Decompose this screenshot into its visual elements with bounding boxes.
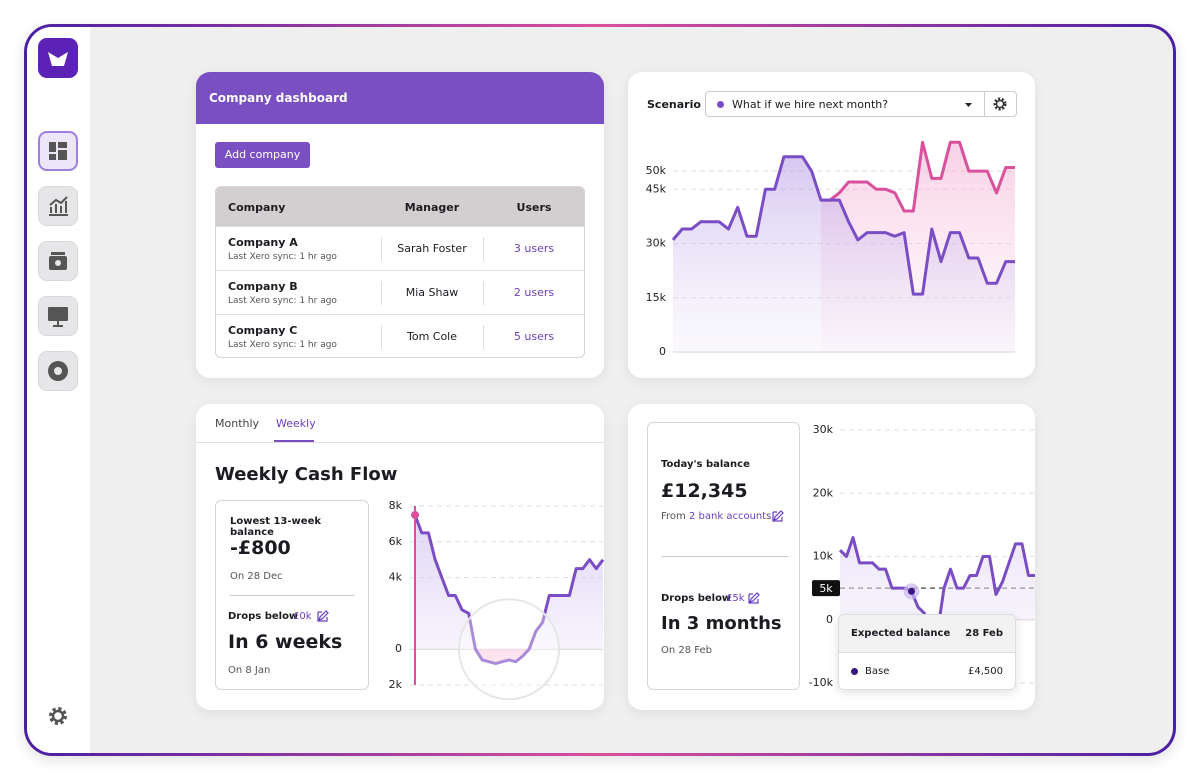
sidebar bbox=[27, 27, 90, 753]
table-row[interactable]: Company C Last Xero sync: 1 hr ago Tom C… bbox=[216, 314, 584, 357]
sync-status: Last Xero sync: 1 hr ago bbox=[228, 296, 337, 306]
title: Company dashboard bbox=[209, 91, 348, 105]
tooltip-title: Expected balance bbox=[851, 628, 951, 639]
cash-flow-card: Monthly Weekly Weekly Cash Flow Lowest 1… bbox=[196, 404, 604, 710]
icon bbox=[48, 361, 68, 381]
manager: Sarah Foster bbox=[397, 242, 467, 255]
summary-box: Today's balance £12,345 From 2 bank acco… bbox=[647, 422, 800, 690]
scenario-card: Scenario What if we hire next month? bbox=[628, 72, 1035, 378]
nav-reports[interactable] bbox=[38, 186, 78, 226]
threshold-link[interactable]: £5k bbox=[726, 593, 745, 604]
divider bbox=[661, 556, 788, 557]
add-button[interactable]: Add company bbox=[215, 142, 310, 168]
divider bbox=[196, 442, 604, 443]
tab-active[interactable]: Weekly bbox=[276, 417, 316, 430]
header-cell: Manager bbox=[404, 201, 460, 214]
separator bbox=[381, 237, 382, 261]
users-link[interactable]: 2 users bbox=[513, 286, 555, 299]
logo-icon bbox=[48, 52, 68, 66]
separator bbox=[381, 325, 382, 349]
series-name: Base bbox=[865, 666, 890, 677]
label: Lowest 13-week balance bbox=[230, 516, 321, 538]
nav-cash[interactable] bbox=[38, 241, 78, 281]
series-dot bbox=[851, 668, 858, 675]
nav-screen[interactable] bbox=[38, 296, 78, 336]
separator bbox=[381, 281, 382, 305]
company-name: Company C bbox=[228, 324, 298, 337]
scenario-dot bbox=[717, 101, 724, 108]
summary-box: Lowest 13-week balance -£800 On 28 Dec D… bbox=[215, 500, 369, 690]
date: On 28 Dec bbox=[230, 571, 283, 582]
gear-icon bbox=[993, 97, 1007, 111]
manager: Tom Cole bbox=[406, 330, 458, 343]
company-name: Company B bbox=[228, 280, 298, 293]
icon bbox=[49, 196, 68, 216]
tab[interactable]: Monthly bbox=[215, 417, 260, 430]
table: Company Manager Users Company A Last Xer… bbox=[215, 186, 585, 358]
label: From bbox=[661, 511, 686, 522]
threshold-link[interactable]: £0k bbox=[293, 611, 312, 622]
header-cell: Company bbox=[228, 201, 286, 214]
sync-status: Last Xero sync: 1 hr ago bbox=[228, 252, 337, 262]
date: On 8 Jan bbox=[228, 665, 271, 676]
scenario-select[interactable]: What if we hire next month? bbox=[705, 91, 985, 117]
dropdown-arrow bbox=[965, 103, 972, 107]
separator bbox=[483, 325, 484, 349]
table-row[interactable]: Company B Last Xero sync: 1 hr ago Mia S… bbox=[216, 270, 584, 314]
icon bbox=[48, 307, 68, 327]
card-header: Company dashboard bbox=[196, 72, 604, 124]
label: Today's balance bbox=[661, 459, 750, 470]
tooltip: Expected balance 28 Feb Base £4,500 bbox=[838, 614, 1016, 690]
title: Weekly Cash Flow bbox=[215, 464, 398, 485]
accounts-link[interactable]: 2 bank accounts bbox=[689, 511, 772, 522]
manager: Mia Shaw bbox=[405, 286, 459, 299]
table-header: Company Manager Users bbox=[216, 187, 584, 227]
value: In 3 months bbox=[661, 613, 782, 634]
divider bbox=[230, 595, 355, 596]
tooltip-date: 28 Feb bbox=[965, 628, 1003, 639]
table-row[interactable]: Company A Last Xero sync: 1 hr ago Sarah… bbox=[216, 226, 584, 270]
label: Drops below bbox=[661, 593, 732, 604]
value: £12,345 bbox=[661, 480, 748, 502]
users-link[interactable]: 3 users bbox=[513, 242, 555, 255]
users-link[interactable]: 5 users bbox=[513, 330, 555, 343]
nav-help[interactable] bbox=[38, 351, 78, 391]
edit-icon[interactable] bbox=[772, 509, 785, 522]
tab-underline bbox=[274, 440, 314, 442]
separator bbox=[483, 237, 484, 261]
series-value: £4,500 bbox=[968, 666, 1003, 677]
date: On 28 Feb bbox=[661, 645, 712, 656]
value: In 6 weeks bbox=[228, 631, 343, 653]
logo[interactable] bbox=[38, 38, 78, 78]
icon bbox=[49, 252, 67, 270]
icon bbox=[49, 142, 67, 160]
settings[interactable] bbox=[47, 705, 69, 731]
edit-icon[interactable] bbox=[748, 591, 761, 604]
header-cell: Users bbox=[516, 201, 552, 214]
gear-icon bbox=[49, 707, 67, 725]
label: Drops below bbox=[228, 611, 299, 622]
scenario-settings[interactable] bbox=[985, 91, 1017, 117]
nav-dashboard[interactable] bbox=[38, 131, 78, 171]
edit-icon[interactable] bbox=[317, 609, 330, 622]
value: -£800 bbox=[230, 537, 291, 559]
scenario-label: Scenario bbox=[647, 98, 701, 111]
company-card: Company dashboard Add company Company Ma… bbox=[196, 72, 604, 378]
sync-status: Last Xero sync: 1 hr ago bbox=[228, 340, 337, 350]
separator bbox=[483, 281, 484, 305]
scenario-value: What if we hire next month? bbox=[732, 98, 889, 111]
company-name: Company A bbox=[228, 236, 298, 249]
